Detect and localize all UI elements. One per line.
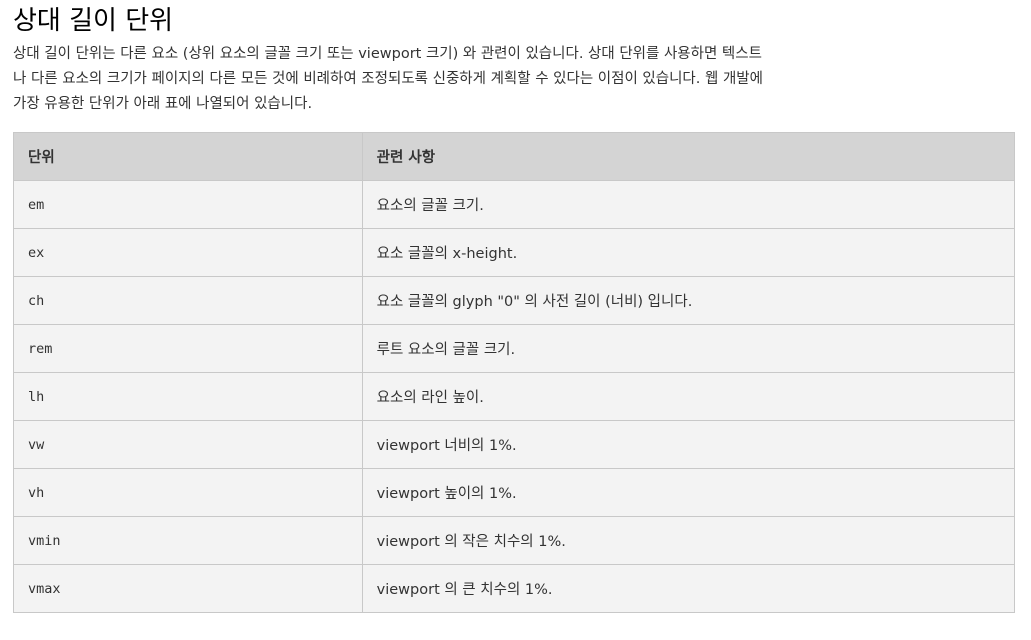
description-cell: viewport 의 작은 치수의 1%. [361,516,1016,565]
description-cell: 요소 글꼴의 glyph "0" 의 사전 길이 (너비) 입니다. [361,276,1016,325]
relative-units-table: 단위 관련 사항 em 요소의 글꼴 크기. ex 요소 글꼴의 x-heigh… [13,132,1016,613]
unit-cell: rem [13,324,363,373]
description-cell: 요소 글꼴의 x-height. [361,228,1016,277]
table-row: rem 루트 요소의 글꼴 크기. [13,324,1016,373]
unit-cell: vmax [13,564,363,613]
table-row: vmax viewport 의 큰 치수의 1%. [13,564,1016,613]
description-cell: viewport 의 큰 치수의 1%. [361,564,1016,613]
intro-paragraph: 상대 길이 단위는 다른 요소 (상위 요소의 글꼴 크기 또는 viewpor… [13,46,763,112]
description-cell: 루트 요소의 글꼴 크기. [361,324,1016,373]
table-row: ex 요소 글꼴의 x-height. [13,228,1016,277]
table-row: vw viewport 너비의 1%. [13,420,1016,469]
table-row: em 요소의 글꼴 크기. [13,180,1016,229]
table-row: ch 요소 글꼴의 glyph "0" 의 사전 길이 (너비) 입니다. [13,276,1016,325]
unit-cell: lh [13,372,363,421]
unit-cell: ex [13,228,363,277]
description-cell: 요소의 글꼴 크기. [361,180,1016,229]
description-cell: 요소의 라인 높이. [361,372,1016,421]
table-row: vh viewport 높이의 1%. [13,468,1016,517]
unit-cell: em [13,180,363,229]
section-title: 상대 길이 단위 [13,6,174,36]
unit-cell: vh [13,468,363,517]
unit-cell: ch [13,276,363,325]
table-row: vmin viewport 의 작은 치수의 1%. [13,516,1016,565]
description-cell: viewport 너비의 1%. [361,420,1016,469]
column-header-unit: 단위 [13,132,363,181]
unit-cell: vmin [13,516,363,565]
table-header-row: 단위 관련 사항 [13,132,1016,181]
description-cell: viewport 높이의 1%. [361,468,1016,517]
unit-cell: vw [13,420,363,469]
column-header-relative-to: 관련 사항 [361,132,1016,181]
table-row: lh 요소의 라인 높이. [13,372,1016,421]
article-content: 상대 길이 단위 상대 길이 단위는 다른 요소 (상위 요소의 글꼴 크기 또… [13,0,1016,613]
